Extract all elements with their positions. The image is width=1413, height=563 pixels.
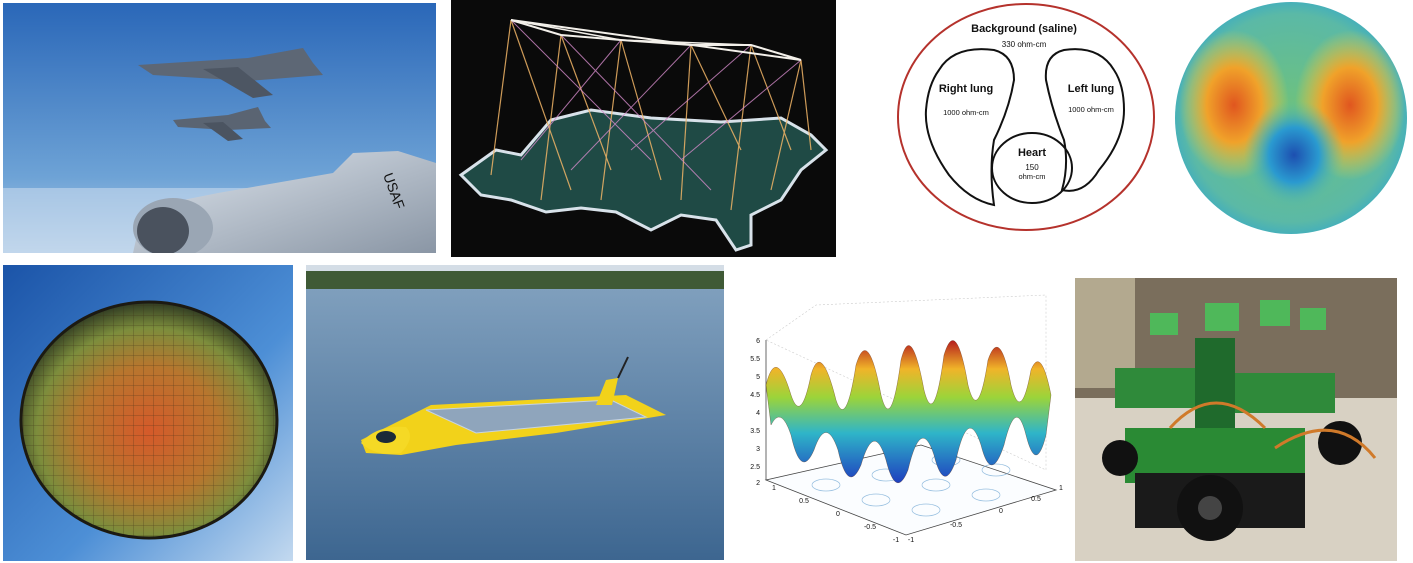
robots-photo <box>1075 278 1397 561</box>
network-map-image <box>451 0 836 257</box>
left-lung-value: 1000 ohm-cm <box>1068 105 1114 114</box>
y-tick-neg-0-5: -0.5 <box>950 522 962 529</box>
body-outline <box>897 3 1155 231</box>
z-tick-3: 3 <box>756 446 760 453</box>
z-tick-4: 4 <box>756 410 760 417</box>
heart-value: 150 <box>1025 163 1039 172</box>
z-tick-5-5: 5.5 <box>750 356 760 363</box>
z-tick-3-5: 3.5 <box>750 428 760 435</box>
left-lung-label: Left lung <box>1068 83 1114 95</box>
x-tick-1: 1 <box>772 485 776 492</box>
y-tick-0: 0 <box>999 508 1003 515</box>
z-tick-2-5: 2.5 <box>750 464 760 471</box>
heart-unit: ohm-cm <box>1018 172 1045 181</box>
jets-photo: USAF <box>3 3 436 253</box>
x-tick-neg-1: -1 <box>893 537 899 544</box>
solar-boat-photo <box>306 265 724 560</box>
x-tick-neg-0-5: -0.5 <box>864 524 876 531</box>
z-tick-4-5: 4.5 <box>750 392 760 399</box>
z-tick-5: 5 <box>756 374 760 381</box>
background-value: 330 ohm-cm <box>1002 40 1047 49</box>
lung-reconstruction-heatmap <box>1172 0 1410 236</box>
right-lung-value: 1000 ohm-cm <box>943 108 989 117</box>
heart-label: Heart <box>1018 147 1046 159</box>
z-tick-2: 2 <box>756 480 760 487</box>
z-tick-6: 6 <box>756 338 760 345</box>
x-tick-0: 0 <box>836 511 840 518</box>
x-tick-0-5: 0.5 <box>799 498 809 505</box>
background-label: Background (saline) <box>971 23 1077 35</box>
lung-resistivity-diagram: Background (saline) 330 ohm-cm Right lun… <box>894 0 1158 233</box>
y-tick-0-5: 0.5 <box>1031 496 1041 503</box>
heart-outline <box>991 132 1073 204</box>
right-lung-label: Right lung <box>939 83 993 95</box>
y-tick-neg-1: -1 <box>908 537 914 544</box>
surface-plot-image: 6 5.5 5 4.5 4 3.5 3 2.5 2 1 0.5 0 -0.5 -… <box>746 285 1070 548</box>
y-tick-1: 1 <box>1059 485 1063 492</box>
left-lung-outline <box>1044 48 1126 192</box>
silicon-wafer-photo <box>3 265 293 561</box>
